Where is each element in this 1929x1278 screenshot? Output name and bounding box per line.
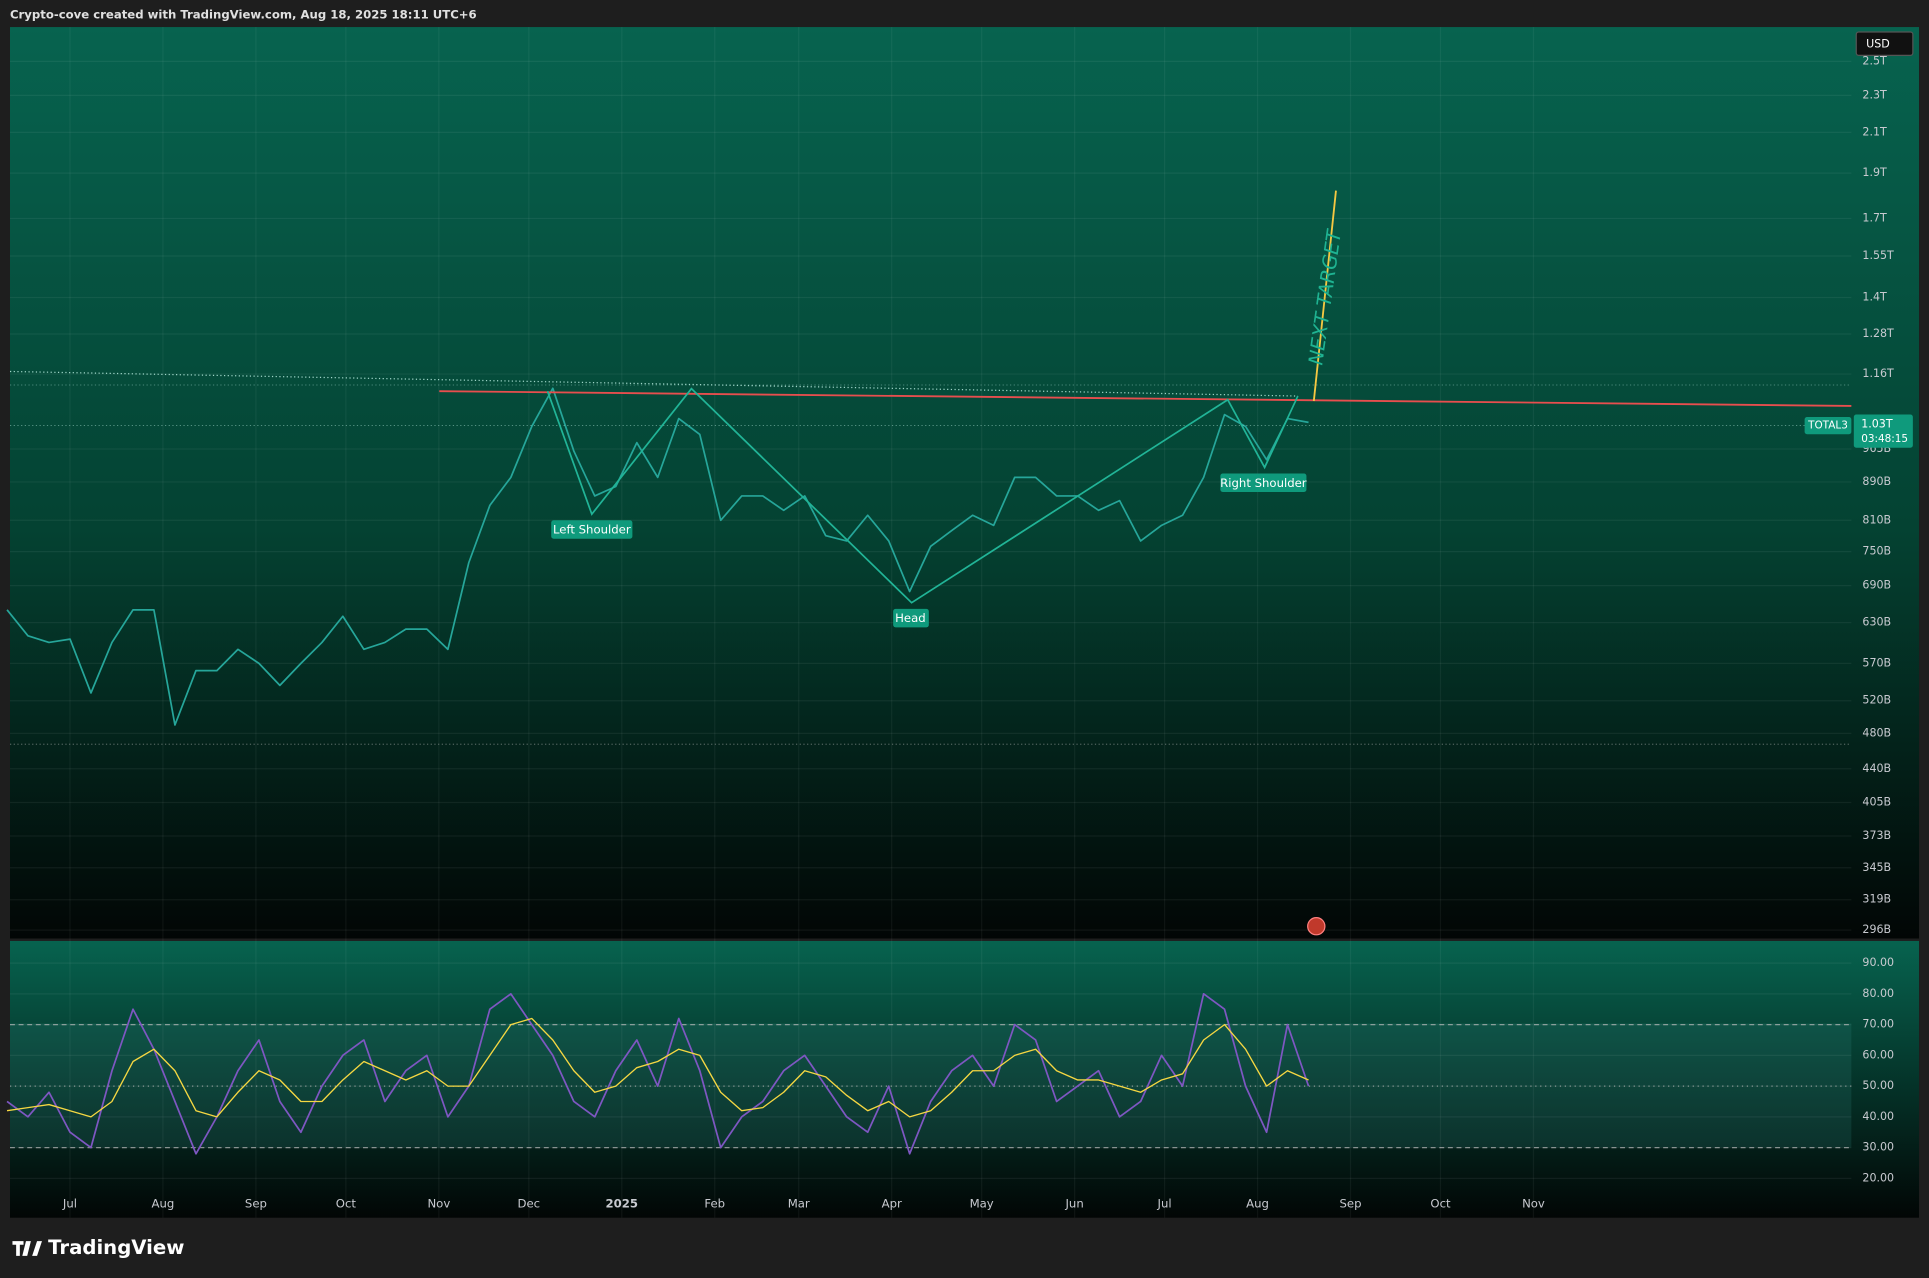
- x-tick-label: Nov: [427, 1197, 450, 1211]
- y-tick-label: 480B: [1862, 726, 1891, 739]
- x-tick-label: Oct: [336, 1197, 357, 1211]
- price-badge: [1853, 414, 1913, 448]
- y-tick-label: 570B: [1862, 656, 1891, 669]
- y-tick-label: 60.00: [1862, 1048, 1894, 1061]
- x-tick-label: Jul: [1157, 1197, 1172, 1211]
- y-tick-label: 1.16T: [1862, 367, 1894, 380]
- y-tick-label: 30.00: [1862, 1141, 1894, 1154]
- label-box: [893, 608, 929, 628]
- x-tick-label: Apr: [882, 1197, 902, 1211]
- label-box: [551, 520, 633, 539]
- last-price: 1.03T: [1861, 417, 1893, 430]
- series-line: [6, 1017, 1309, 1118]
- y-tick-label: 40.00: [1862, 1110, 1894, 1123]
- y-tick-label: 440B: [1862, 762, 1891, 775]
- x-tick-label: Oct: [1430, 1197, 1451, 1211]
- x-tick-label: Sep: [245, 1197, 267, 1211]
- y-tick-label: 90.00: [1862, 956, 1894, 969]
- price-pane: [9, 27, 1920, 939]
- y-tick-label: 890B: [1862, 475, 1891, 488]
- y-tick-label: 405B: [1862, 796, 1891, 809]
- series-line: [6, 993, 1310, 1155]
- x-tick-label: Nov: [1522, 1197, 1545, 1211]
- series-line: [6, 387, 1309, 726]
- x-tick-label: Jun: [1064, 1197, 1083, 1211]
- y-tick-label: 50.00: [1862, 1079, 1894, 1092]
- logo-text: TradingView: [48, 1236, 184, 1259]
- y-tick-label: 80.00: [1862, 987, 1894, 1000]
- y-tick-label: 810B: [1862, 513, 1891, 526]
- x-tick-label: Aug: [152, 1197, 175, 1211]
- currency: USD: [1866, 37, 1890, 50]
- label-box: [1220, 473, 1307, 493]
- y-tick-label: 2.1T: [1862, 125, 1887, 138]
- symbol: TOTAL3: [1807, 420, 1848, 432]
- currency-button[interactable]: [1855, 31, 1914, 56]
- neckline: [439, 390, 1852, 407]
- x-tick-label: Mar: [788, 1197, 810, 1211]
- head-shoulders-pattern: [546, 387, 1299, 604]
- y-tick-label: 1.9T: [1862, 166, 1887, 179]
- dotted-level: [9, 370, 1298, 397]
- x-tick-label: 2025: [606, 1197, 639, 1211]
- y-tick-label: 1.55T: [1862, 249, 1894, 262]
- head-label: Head: [895, 611, 926, 625]
- logo-mark: [12, 1241, 42, 1256]
- y-tick-label: 1.4T: [1862, 290, 1887, 303]
- y-tick-label: 2.3T: [1862, 88, 1887, 101]
- event-icon[interactable]: [1307, 916, 1326, 936]
- y-tick-label: 20.00: [1862, 1171, 1894, 1184]
- y-tick-label: 1.28T: [1862, 327, 1894, 340]
- target-line: [1312, 190, 1337, 402]
- symbol-badge: [1804, 416, 1852, 435]
- y-tick-label: 690B: [1862, 579, 1891, 592]
- y-tick-label: 319B: [1862, 893, 1891, 906]
- grid: 2.5T 2.3T 2.1T 1.9T 1.7T 1.55T 1.4T 1.28T 1.16T 9…: [9, 27, 1894, 1218]
- y-tick-label: 520B: [1862, 694, 1891, 707]
- y-tick-label: 345B: [1862, 861, 1891, 874]
- left-shoulder-label: Left Shoulder: [553, 523, 631, 537]
- y-tick-label: 296B: [1862, 923, 1891, 936]
- y-tick-label: 373B: [1862, 829, 1891, 842]
- right-shoulder-label: Right Shoulder: [1220, 476, 1307, 490]
- x-tick-label: Jul: [62, 1197, 77, 1211]
- y-tick-label: 630B: [1862, 616, 1891, 629]
- x-tick-label: Sep: [1340, 1197, 1362, 1211]
- x-tick-label: May: [970, 1197, 994, 1211]
- y-tick-label: 2.5T: [1862, 54, 1887, 67]
- x-tick-label: Dec: [518, 1197, 541, 1211]
- y-tick-label: 1.7T: [1862, 211, 1887, 224]
- countdown: 03:48:15: [1861, 433, 1908, 445]
- x-tick-label: Feb: [704, 1197, 725, 1211]
- marks: [6, 387, 1310, 1155]
- y-tick-label: 750B: [1862, 545, 1891, 558]
- header-text: Crypto-cove created with TradingView.com…: [10, 7, 477, 21]
- y-tick-label: 70.00: [1862, 1018, 1894, 1031]
- x-tick-label: Aug: [1246, 1197, 1269, 1211]
